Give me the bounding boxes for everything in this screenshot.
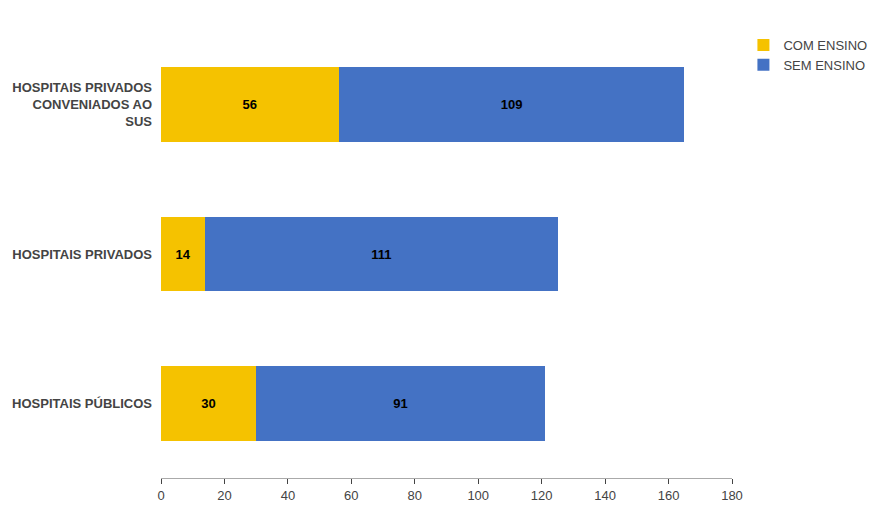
svg-text:30: 30 [201,396,215,411]
svg-text:100: 100 [467,488,489,503]
svg-text:20: 20 [217,488,231,503]
svg-text:140: 140 [594,488,616,503]
svg-text:HOSPITAIS PÚBLICOS: HOSPITAIS PÚBLICOS [12,396,152,411]
svg-text:14: 14 [176,247,191,262]
svg-text:0: 0 [157,488,164,503]
svg-text:SEM ENSINO: SEM ENSINO [783,58,865,73]
svg-text:40: 40 [281,488,295,503]
svg-text:80: 80 [408,488,422,503]
svg-text:109: 109 [501,97,523,112]
svg-text:56: 56 [243,97,257,112]
svg-text:COM ENSINO: COM ENSINO [783,38,867,53]
svg-text:60: 60 [344,488,358,503]
svg-text:180: 180 [721,488,743,503]
svg-text:HOSPITAIS PRIVADOSCONVENIADOS: HOSPITAIS PRIVADOSCONVENIADOS AOSUS [12,80,152,129]
svg-text:91: 91 [393,396,407,411]
svg-text:160: 160 [658,488,680,503]
svg-text:111: 111 [371,247,391,262]
svg-text:120: 120 [531,488,553,503]
svg-text:HOSPITAIS PRIVADOS: HOSPITAIS PRIVADOS [12,247,152,262]
